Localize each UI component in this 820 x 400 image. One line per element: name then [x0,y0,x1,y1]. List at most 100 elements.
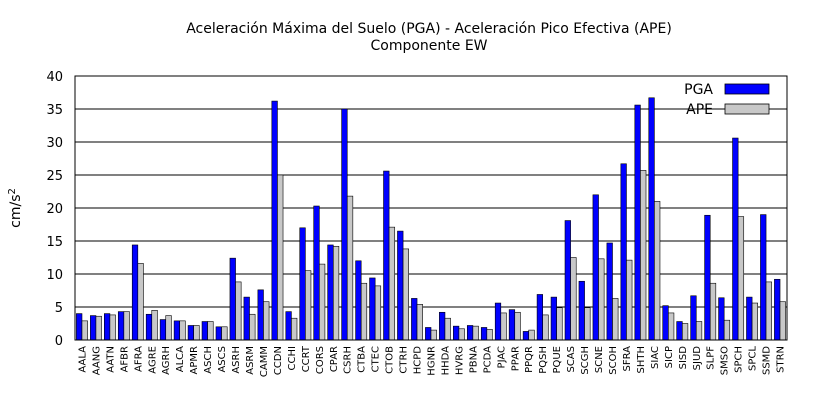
bar-pga-scgh [578,280,585,341]
x-tick-label: CPAR [329,346,340,372]
y-axis-label-base: cm/s [8,195,24,228]
x-tick-label: SJUD [692,346,703,371]
bar-ape-ctrh [402,248,409,341]
bar-pga-ascs [215,326,222,341]
x-tick-label: AGRE [147,346,158,374]
bar-ape-ppqr [528,329,535,341]
y-tick-label: 10 [46,268,63,283]
bar-pga-agre [145,313,153,341]
bar-ape-spch [737,216,745,341]
plot-frame [74,75,788,341]
bar-pga-ctba [355,260,362,341]
x-tick-label: SMSO [720,346,731,375]
bar-ape-hgnr [430,329,437,341]
y-tick-label: 35 [46,103,63,118]
x-tick-label: PBNA [468,346,479,373]
x-tick-label: SCGH [580,346,591,375]
x-tick-label: HGNR [427,346,438,376]
bar-ape-agre [151,309,158,341]
bar-pga-ccdn [271,100,278,341]
bar-pga-ppar [508,309,516,341]
bar-pga-camm [257,289,264,341]
x-tick-label: STRN [776,346,787,373]
bar-ape-smso [723,319,731,341]
bar-ape-alca [179,320,186,341]
x-tick-label: CAMM [259,346,270,377]
x-tick-label: ASCS [217,346,228,373]
bar-ape-cpar [332,245,340,341]
bar-pga-hvrg [453,325,460,341]
x-tick-label: SIAC [650,346,661,369]
bar-ape-pcda [486,329,493,341]
bar-pga-spcl [746,296,753,341]
y-axis-label-exponent: 2 [7,188,18,194]
x-tick-label: SPCH [734,346,745,373]
bar-pga-sicp [662,305,669,341]
chart-title: Aceleración Máxima del Suelo (PGA) - Ace… [186,21,672,37]
bar-pga-strn [774,278,781,341]
x-tick-label: CTEC [371,346,382,372]
bar-ape-afra [137,263,144,341]
bar-ape-spcl [751,302,758,341]
bar-ape-asrh [235,281,242,341]
x-tick-label: CCRT [301,345,312,372]
bar-ape-ctec [374,285,382,341]
bar-pga-cpar [327,244,334,341]
bar-ape-pque [556,307,563,341]
bar-pga-aang [90,315,97,341]
bar-ape-aang [95,315,102,341]
legend-swatch [724,83,770,95]
bar-pga-cors [313,205,320,341]
bar-ape-pqsh [542,314,549,341]
bar-pga-afra [131,244,139,341]
bar-pga-apmr [187,325,194,341]
bar-pga-sfra [620,163,627,341]
legend-label: PGA [684,82,713,98]
chart-subtitle: Componente EW [370,38,487,54]
bar-ape-csrh [346,195,354,341]
x-tick-label: AATN [105,346,116,373]
bar-pga-asrm [243,296,250,341]
bars [76,97,786,341]
x-tick-label: PJAC [496,346,507,368]
x-tick-label: CCHI [287,346,298,370]
bar-pga-aatn [104,313,111,341]
bar-pga-pque [550,296,557,341]
bar-ape-agrh [165,315,172,341]
x-tick-label: SISD [678,346,689,370]
x-tick-label: PQUE [552,346,563,374]
bar-ape-ppar [514,311,521,341]
x-tick-label: ASRH [231,346,242,374]
x-tick-label: CORS [315,346,326,374]
x-tick-label: HHDA [440,346,451,376]
y-tick-label: 0 [55,334,63,349]
bar-pga-scoh [606,242,613,341]
bar-ape-sjud [695,321,703,341]
legend: PGA APE [684,82,770,118]
y-axis-label: cm/s2 [7,188,25,228]
bar-ape-pbna [472,325,479,341]
x-tick-label: CCDN [273,346,284,375]
bar-ape-afbr [123,311,130,341]
bar-ape-siac [654,201,661,341]
x-tick-label: AFBR [119,346,130,372]
bar-ape-hhda [444,317,451,341]
x-tick-label: AALA [77,346,88,373]
bar-ape-ccdn [277,174,284,341]
x-tick-label: PCDA [482,346,493,374]
x-tick-label: SICP [664,346,675,368]
bar-ape-camm [263,301,270,341]
bar-pga-sisd [676,321,683,341]
bar-ape-cors [319,263,326,341]
x-tick-label: PPQR [524,346,535,373]
bar-pga-pjac [494,302,502,341]
bar-ape-aala [81,320,88,341]
bar-pga-afbr [117,311,125,341]
bar-ape-hvrg [458,328,465,341]
bar-pga-ctrh [397,230,404,341]
bar-pga-aala [76,313,83,341]
bar-pga-hhda [439,311,446,341]
bar-ape-sicp [668,312,675,341]
x-tick-label: ASCH [203,346,214,374]
x-tick-label: PQSH [538,346,549,374]
